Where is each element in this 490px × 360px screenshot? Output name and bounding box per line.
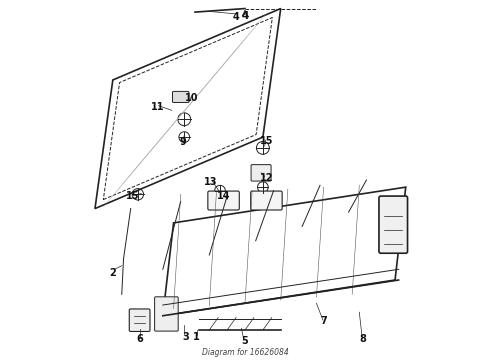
Text: 12: 12 bbox=[260, 173, 273, 183]
Text: 8: 8 bbox=[360, 334, 367, 344]
FancyBboxPatch shape bbox=[129, 309, 150, 332]
Text: 14: 14 bbox=[217, 191, 230, 201]
FancyBboxPatch shape bbox=[208, 191, 239, 210]
Text: 15: 15 bbox=[260, 136, 273, 146]
Text: 7: 7 bbox=[320, 316, 327, 326]
FancyBboxPatch shape bbox=[251, 191, 282, 210]
Text: 4: 4 bbox=[233, 13, 240, 22]
Text: 1: 1 bbox=[194, 332, 200, 342]
Text: 13: 13 bbox=[204, 177, 218, 187]
Text: 9: 9 bbox=[179, 138, 186, 148]
Text: 3: 3 bbox=[183, 332, 190, 342]
FancyBboxPatch shape bbox=[379, 196, 408, 253]
Text: 2: 2 bbox=[109, 268, 116, 278]
Text: 10: 10 bbox=[185, 93, 198, 103]
Text: 15: 15 bbox=[126, 191, 139, 201]
Text: 11: 11 bbox=[151, 102, 164, 112]
FancyBboxPatch shape bbox=[172, 91, 189, 103]
Text: 5: 5 bbox=[242, 336, 248, 346]
Text: 6: 6 bbox=[136, 334, 143, 344]
FancyBboxPatch shape bbox=[251, 165, 271, 181]
Text: 4: 4 bbox=[241, 11, 249, 21]
Text: Diagram for 16626084: Diagram for 16626084 bbox=[201, 348, 289, 357]
FancyBboxPatch shape bbox=[155, 297, 178, 331]
